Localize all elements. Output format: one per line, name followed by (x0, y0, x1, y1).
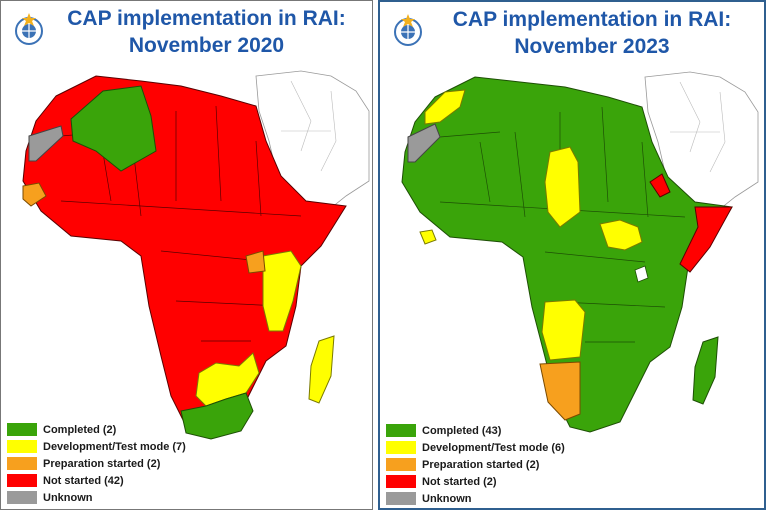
region-botswana-zimbabwe (195, 352, 260, 407)
legend-label: Completed (2) (43, 423, 117, 436)
africa-map-2020 (22, 70, 370, 440)
middle-east-borders (281, 80, 337, 172)
region-madagascar (692, 336, 719, 405)
region-somalia (679, 206, 733, 273)
legend-label: Unknown (422, 492, 472, 505)
region-tanzania (262, 250, 302, 332)
region-namibia (539, 361, 581, 421)
middle-east-borders (670, 81, 726, 173)
legend-item-completed: Completed (43) (386, 422, 565, 439)
wmo-emblem-icon (15, 13, 43, 45)
legend-item-not-started: Not started (2) (386, 473, 565, 490)
legend-label: Preparation started (2) (43, 457, 161, 470)
legend-item-unknown: Unknown (7, 489, 186, 506)
region-algeria (70, 85, 157, 172)
map-panel-2023: CAP implementation in RAI: November 2023… (378, 0, 766, 510)
legend-swatch (7, 457, 37, 470)
legend-swatch (386, 492, 416, 505)
legend-label: Not started (42) (43, 474, 124, 487)
legend-label: Not started (2) (422, 475, 497, 488)
legend-label: Development/Test mode (6) (422, 441, 565, 454)
legend-label: Unknown (43, 491, 93, 504)
legend-swatch (7, 440, 37, 453)
legend-swatch (7, 491, 37, 504)
legend-item-preparation: Preparation started (2) (7, 455, 186, 472)
region-guinea (419, 229, 437, 245)
map-legend: Completed (43) Development/Test mode (6)… (386, 422, 565, 507)
region-south-africa (180, 392, 254, 440)
region-western-sahara (28, 125, 64, 162)
legend-swatch (386, 458, 416, 471)
legend-swatch (7, 474, 37, 487)
map-title: CAP implementation in RAI: November 2020 (49, 5, 364, 59)
region-angola (541, 299, 586, 361)
legend-item-completed: Completed (2) (7, 421, 186, 438)
legend-label: Completed (43) (422, 424, 502, 437)
region-morocco (424, 89, 466, 125)
title-line-2: November 2023 (514, 35, 670, 58)
title-line-1: CAP implementation in RAI: (67, 7, 346, 30)
legend-label: Development/Test mode (7) (43, 440, 186, 453)
legend-item-unknown: Unknown (386, 490, 565, 507)
map-panel-2020: CAP implementation in RAI: November 2020… (0, 0, 373, 510)
legend-swatch (7, 423, 37, 436)
legend-label: Preparation started (2) (422, 458, 540, 471)
africa-map-2023 (401, 71, 759, 433)
legend-swatch (386, 424, 416, 437)
legend-item-development: Development/Test mode (7) (7, 438, 186, 455)
region-western-sahara (407, 123, 441, 163)
legend-item-preparation: Preparation started (2) (386, 456, 565, 473)
wmo-emblem-icon (394, 14, 422, 46)
region-eritrea (649, 173, 671, 198)
legend-item-development: Development/Test mode (6) (386, 439, 565, 456)
lake-victoria (634, 265, 649, 283)
region-senegal (22, 182, 47, 207)
region-south-sudan (599, 219, 643, 251)
title-line-1: CAP implementation in RAI: (452, 8, 732, 31)
map-title: CAP implementation in RAI: November 2023 (428, 6, 756, 60)
region-madagascar (308, 335, 335, 404)
map-legend: Completed (2) Development/Test mode (7) … (7, 421, 186, 506)
title-line-2: November 2020 (128, 34, 285, 57)
region-uganda (245, 250, 266, 274)
legend-swatch (386, 441, 416, 454)
legend-swatch (386, 475, 416, 488)
legend-item-not-started: Not started (42) (7, 472, 186, 489)
region-chad (544, 146, 581, 228)
